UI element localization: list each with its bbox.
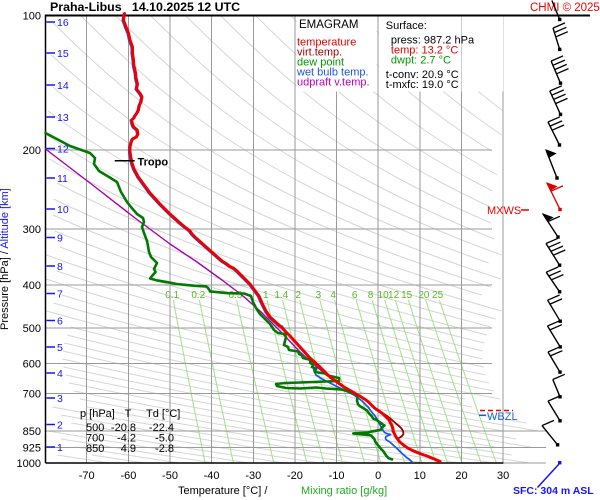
svg-text:udpraft v.temp.: udpraft v.temp.: [297, 77, 370, 89]
svg-text:2: 2: [57, 420, 63, 432]
svg-text:0.5: 0.5: [228, 290, 242, 301]
svg-text:15: 15: [57, 48, 69, 60]
svg-text:Tropo: Tropo: [138, 157, 169, 169]
svg-text:press: 987.2 hPa: press: 987.2 hPa: [391, 35, 475, 47]
svg-text:t-mxfc: 19.0 °C: t-mxfc: 19.0 °C: [386, 79, 459, 91]
svg-text:EMAGRAM: EMAGRAM: [299, 19, 358, 31]
svg-text:1: 1: [263, 290, 269, 301]
svg-text:10: 10: [414, 470, 426, 482]
svg-text:Temperature [°C] /: Temperature [°C] /: [178, 485, 268, 497]
svg-text:1: 1: [57, 442, 63, 454]
svg-text:Pressure [hPa] / Altitude [k: Pressure [hPa] / Altitude [km]: [0, 188, 11, 330]
svg-text:10: 10: [57, 204, 69, 216]
svg-text:p [hPa]: p [hPa]: [80, 408, 115, 420]
svg-text:700: 700: [86, 433, 104, 445]
svg-text:10: 10: [378, 290, 390, 301]
svg-text:14: 14: [57, 80, 69, 92]
svg-text:virt.temp.: virt.temp.: [297, 47, 342, 59]
svg-text:600: 600: [23, 359, 41, 371]
svg-text:8: 8: [57, 261, 63, 273]
svg-text:-2.8: -2.8: [155, 443, 174, 455]
svg-text:0.1: 0.1: [165, 290, 179, 301]
svg-text:700: 700: [23, 389, 41, 401]
svg-text:Mixing ratio [g/kg]: Mixing ratio [g/kg]: [301, 485, 387, 497]
svg-text:7: 7: [57, 289, 63, 301]
svg-text:SFC: 304 m ASL: SFC: 304 m ASL: [513, 485, 594, 497]
svg-text:dew point: dew point: [297, 57, 344, 69]
svg-text:12: 12: [388, 290, 400, 301]
svg-text:CHMI © 2025: CHMI © 2025: [530, 2, 600, 14]
svg-text:3: 3: [57, 393, 63, 405]
svg-text:30: 30: [497, 470, 509, 482]
svg-text:8: 8: [368, 290, 374, 301]
svg-text:20: 20: [455, 470, 467, 482]
svg-text:500: 500: [86, 422, 104, 434]
svg-text:12: 12: [57, 144, 69, 156]
svg-text:4: 4: [57, 368, 63, 380]
svg-text:6: 6: [352, 290, 358, 301]
svg-text:0.2: 0.2: [191, 290, 205, 301]
svg-text:wet bulb temp.: wet bulb temp.: [296, 67, 369, 79]
svg-text:-10: -10: [329, 470, 345, 482]
svg-text:T: T: [125, 408, 132, 420]
svg-text:850: 850: [86, 443, 104, 455]
svg-text:20: 20: [418, 290, 430, 301]
svg-text:-4.2: -4.2: [117, 433, 136, 445]
svg-text:-70: -70: [79, 470, 95, 482]
svg-text:-50: -50: [162, 470, 178, 482]
svg-text:3: 3: [316, 290, 322, 301]
svg-text:-5.0: -5.0: [155, 433, 174, 445]
svg-text:0: 0: [375, 470, 381, 482]
svg-text:t-conv: 20.9 °C: t-conv: 20.9 °C: [386, 69, 459, 81]
svg-text:200: 200: [23, 145, 41, 157]
svg-text:500: 500: [23, 323, 41, 335]
svg-text:-22.4: -22.4: [149, 422, 174, 434]
svg-text:MXWS: MXWS: [487, 205, 521, 217]
svg-text:1000: 1000: [17, 458, 41, 470]
svg-text:dwpt: 2.7 °C: dwpt: 2.7 °C: [391, 55, 451, 67]
svg-text:925: 925: [23, 443, 41, 455]
svg-text:6: 6: [57, 316, 63, 328]
svg-text:4: 4: [330, 290, 336, 301]
svg-text:5: 5: [57, 342, 63, 354]
svg-text:Surface:: Surface:: [386, 20, 427, 32]
svg-text:400: 400: [23, 280, 41, 292]
svg-text:13: 13: [57, 112, 69, 124]
svg-text:temp: 13.2 °C: temp: 13.2 °C: [391, 45, 458, 57]
svg-text:850: 850: [23, 426, 41, 438]
svg-text:300: 300: [23, 224, 41, 236]
svg-text:25: 25: [432, 290, 444, 301]
svg-text:-20: -20: [287, 470, 303, 482]
svg-text:9: 9: [57, 233, 63, 245]
svg-text:11: 11: [57, 173, 68, 185]
svg-text:-30: -30: [245, 470, 261, 482]
svg-text:4.9: 4.9: [121, 443, 136, 455]
svg-text:16: 16: [57, 17, 69, 29]
svg-text:2: 2: [296, 290, 302, 301]
svg-text:-60: -60: [120, 470, 136, 482]
svg-text:1.4: 1.4: [274, 290, 288, 301]
svg-text:Td [°C]: Td [°C]: [146, 408, 180, 420]
svg-text:Praha-Libus 14.10.2025 12 UT: Praha-Libus 14.10.2025 12 UTC: [50, 0, 240, 14]
svg-text:temperature: temperature: [297, 37, 356, 49]
svg-text:-40: -40: [204, 470, 220, 482]
svg-text:15: 15: [401, 290, 413, 301]
svg-text:-20.8: -20.8: [111, 422, 136, 434]
svg-text:100: 100: [23, 11, 41, 23]
svg-text:WBZL: WBZL: [487, 411, 518, 423]
